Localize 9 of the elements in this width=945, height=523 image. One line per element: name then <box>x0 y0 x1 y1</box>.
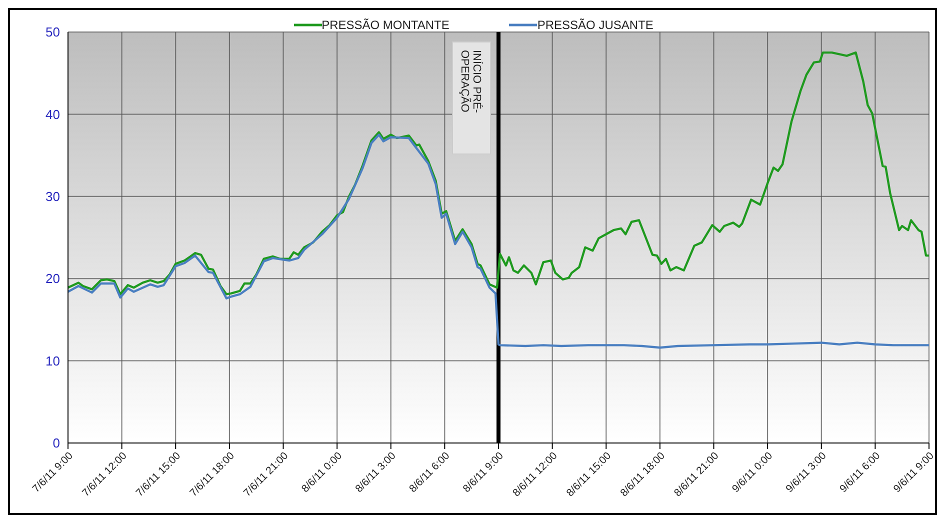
y-tick-label: 50 <box>46 24 60 40</box>
y-tick-label: 40 <box>46 106 60 122</box>
y-tick-label: 0 <box>52 436 60 451</box>
ref-line-label: INÍCIO PRÉ-OPERAÇÃO <box>458 50 484 114</box>
legend-label: PRESSÃO MONTANTE <box>322 18 450 32</box>
y-tick-label: 20 <box>46 271 60 286</box>
y-tick-label: 30 <box>46 189 60 204</box>
legend-label: PRESSÃO JUSANTE <box>537 18 654 32</box>
y-tick-label: 10 <box>46 353 60 368</box>
